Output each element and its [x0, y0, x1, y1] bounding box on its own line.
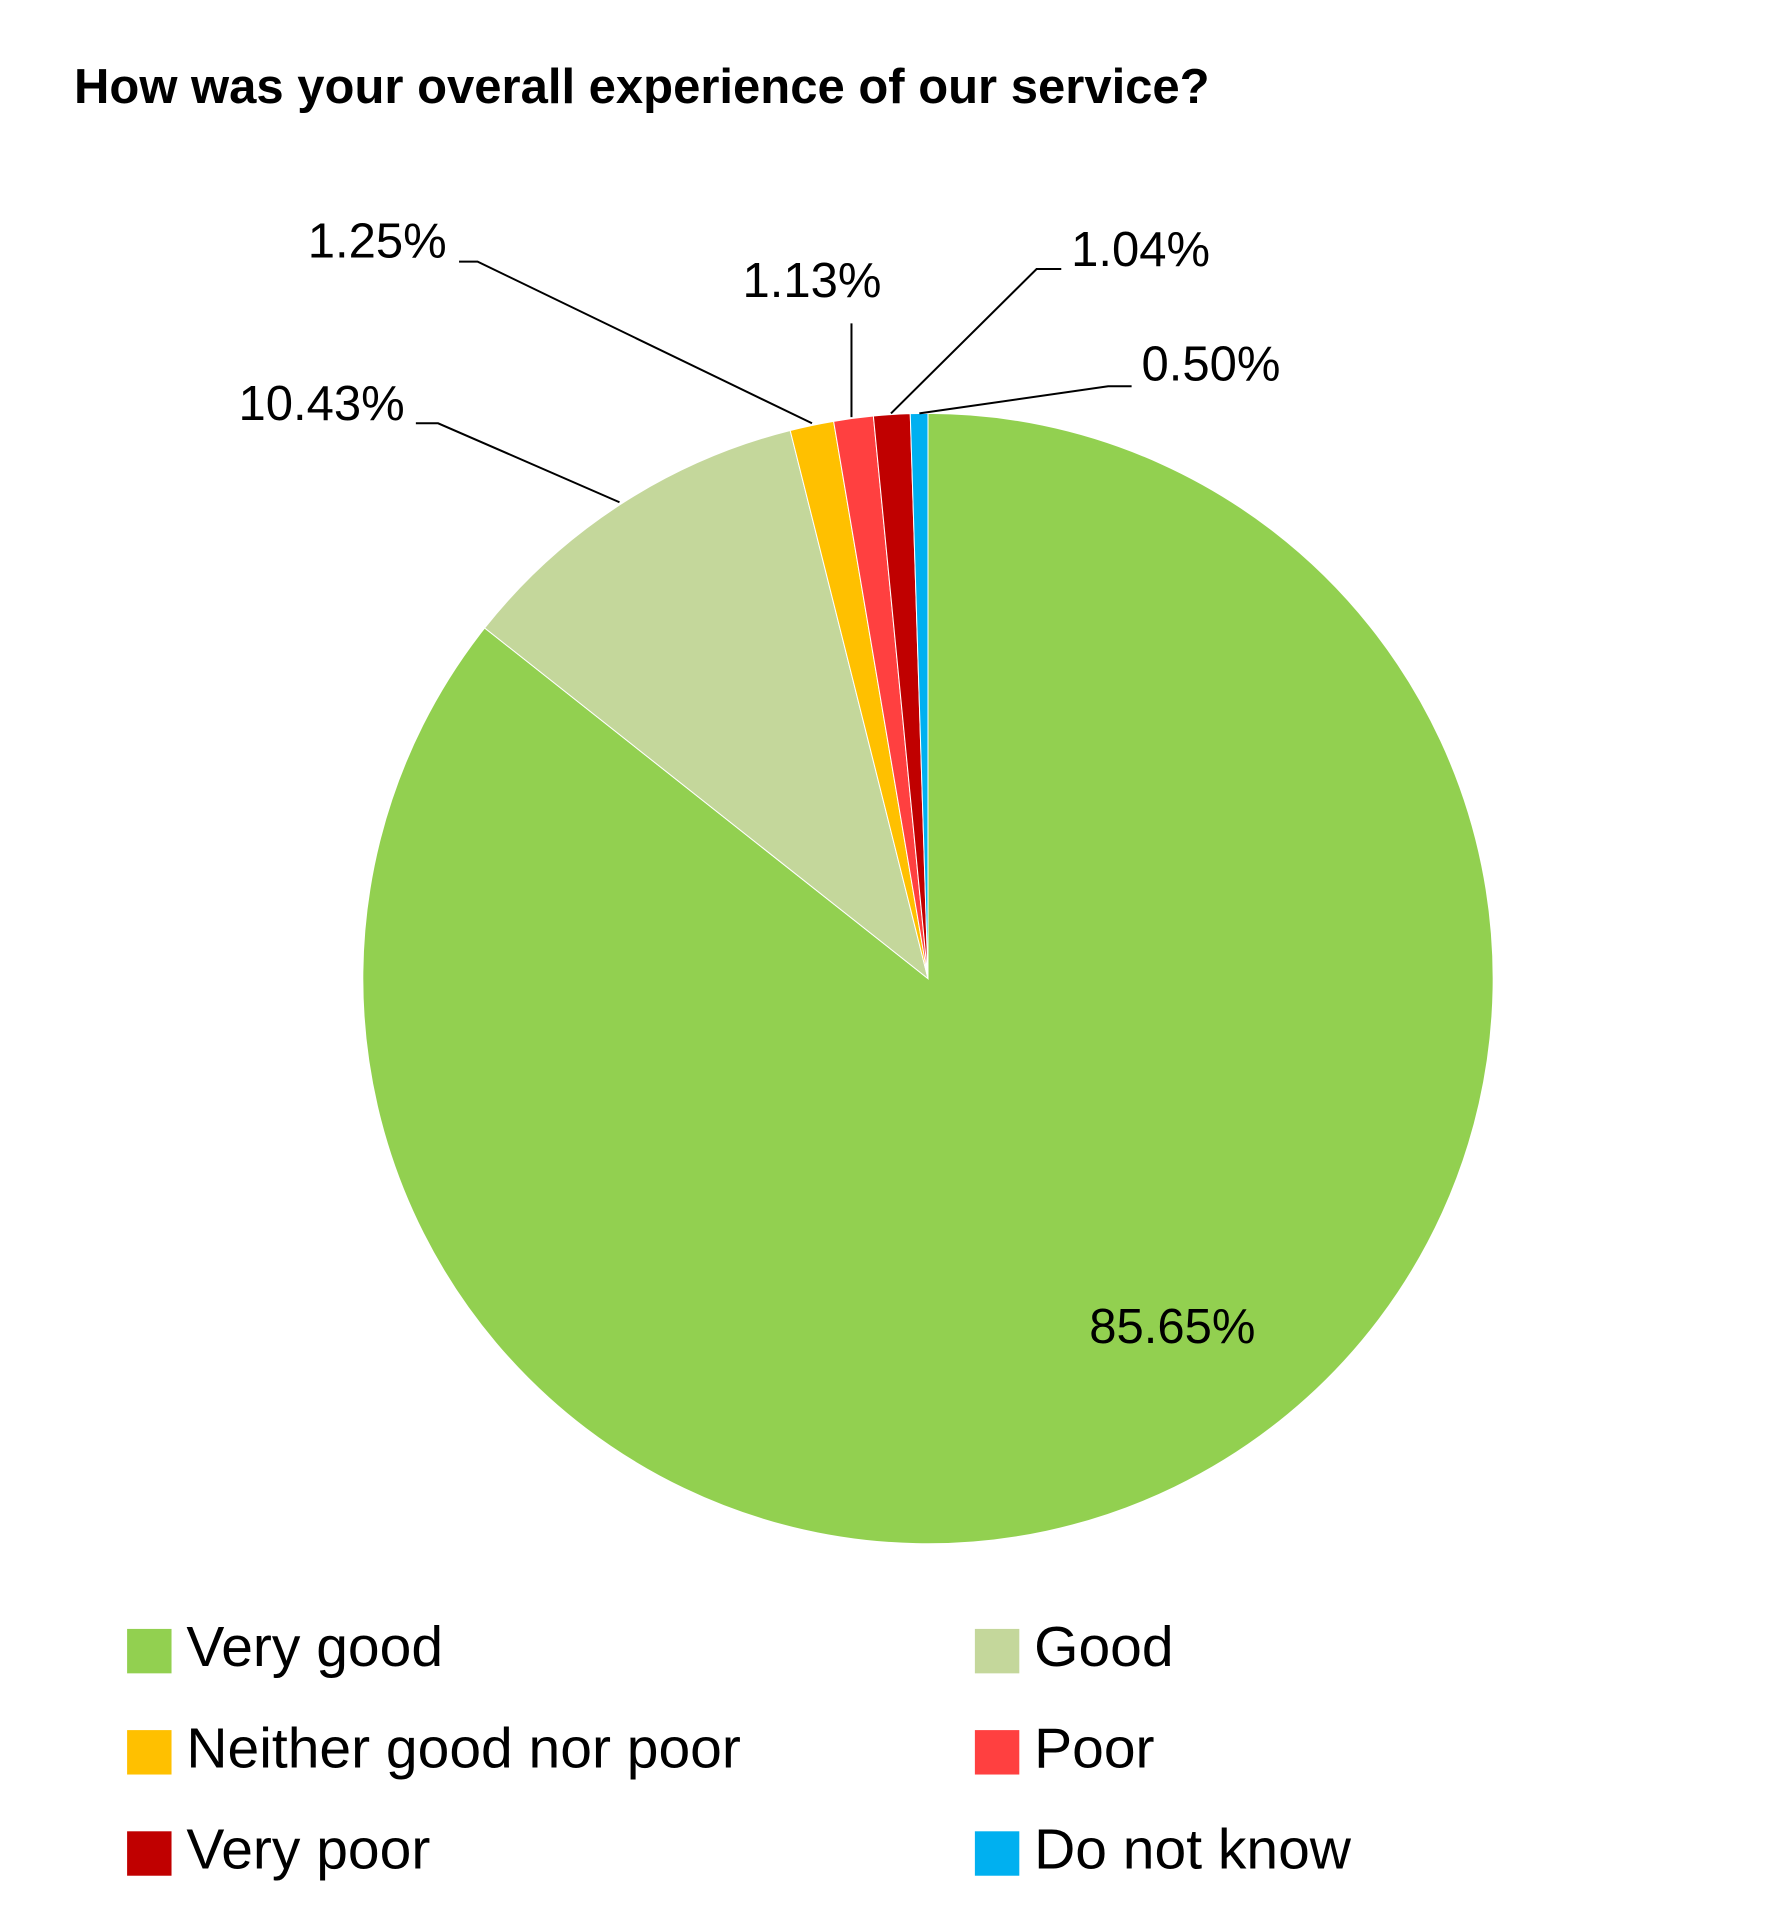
- data-label: 1.04%: [1071, 223, 1210, 277]
- legend-swatch: [127, 1831, 172, 1876]
- legend-swatch: [974, 1831, 1020, 1876]
- data-label: 1.25%: [308, 214, 447, 268]
- data-label: 1.13%: [743, 254, 882, 308]
- leader-line: [415, 422, 620, 504]
- pie-slice: [909, 412, 929, 979]
- legend-swatch: [974, 1730, 1020, 1775]
- legend-label: Good: [1034, 1615, 1173, 1679]
- legend-label: Do not know: [1034, 1818, 1352, 1882]
- legend-label: Very poor: [186, 1818, 430, 1882]
- legend-swatch: [974, 1628, 1020, 1674]
- data-label: 10.43%: [239, 377, 405, 431]
- pie-slice: [483, 429, 929, 980]
- legend-label: Very good: [186, 1615, 443, 1679]
- chart-title: How was your overall experience of our s…: [74, 60, 1210, 114]
- leader-line: [459, 260, 813, 425]
- legend-label: Neither good nor poor: [186, 1716, 741, 1780]
- legend-swatch: [127, 1628, 172, 1674]
- legend-label: Poor: [1034, 1716, 1154, 1780]
- leader-line: [890, 268, 1062, 415]
- data-label: 0.50%: [1141, 338, 1280, 392]
- legend-swatch: [127, 1730, 172, 1775]
- data-label: 85.65%: [1089, 1300, 1255, 1354]
- leader-line: [919, 385, 1132, 415]
